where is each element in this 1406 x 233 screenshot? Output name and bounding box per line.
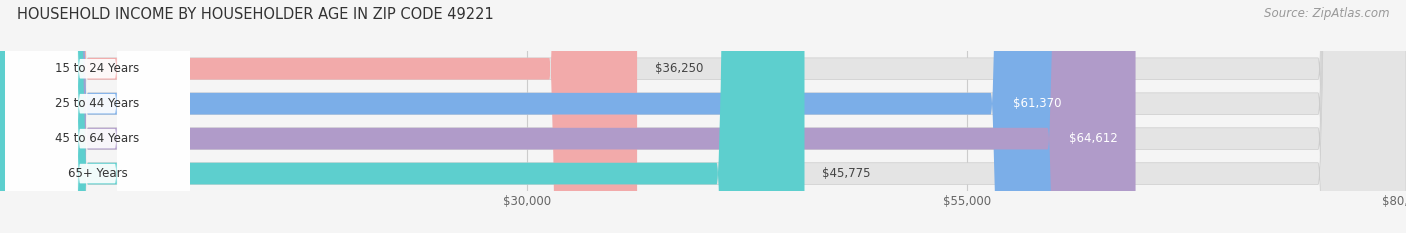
FancyBboxPatch shape [0,0,804,233]
FancyBboxPatch shape [6,0,190,233]
Text: 15 to 24 Years: 15 to 24 Years [55,62,139,75]
FancyBboxPatch shape [0,0,637,233]
Text: $64,612: $64,612 [1069,132,1118,145]
Text: $45,775: $45,775 [823,167,870,180]
Text: HOUSEHOLD INCOME BY HOUSEHOLDER AGE IN ZIP CODE 49221: HOUSEHOLD INCOME BY HOUSEHOLDER AGE IN Z… [17,7,494,22]
FancyBboxPatch shape [6,0,190,233]
Text: $61,370: $61,370 [1012,97,1062,110]
Text: 65+ Years: 65+ Years [67,167,128,180]
FancyBboxPatch shape [6,0,190,233]
FancyBboxPatch shape [6,0,190,233]
Text: 25 to 44 Years: 25 to 44 Years [55,97,139,110]
FancyBboxPatch shape [0,0,1078,233]
Text: $36,250: $36,250 [655,62,703,75]
Text: 45 to 64 Years: 45 to 64 Years [55,132,139,145]
Text: Source: ZipAtlas.com: Source: ZipAtlas.com [1264,7,1389,20]
FancyBboxPatch shape [0,0,1136,233]
